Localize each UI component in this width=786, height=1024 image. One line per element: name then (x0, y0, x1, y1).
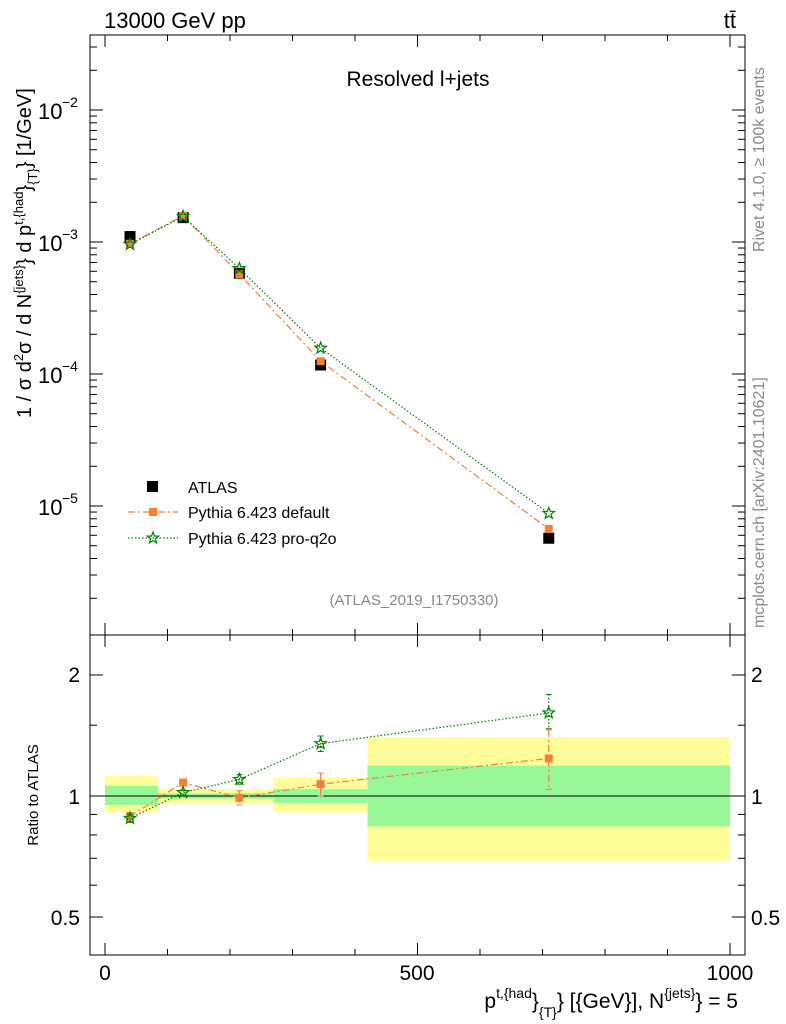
svg-text:10: 10 (38, 99, 62, 124)
svg-text:ATLAS: ATLAS (188, 480, 238, 497)
rivet-version-label: Rivet 4.1.0, ≥ 100k events (751, 67, 768, 252)
ratio-stat-uncertainty-band (105, 785, 159, 805)
pythia-default-point (126, 239, 134, 248)
svg-text:Pythia 6.423 default: Pythia 6.423 default (188, 505, 330, 522)
svg-text:−4: −4 (62, 358, 78, 374)
main-title: Resolved l+jets (347, 68, 490, 91)
svg-text:−5: −5 (62, 490, 78, 506)
svg-text:−2: −2 (62, 94, 78, 110)
ratio-pythia-default-point (179, 778, 188, 787)
ratio-ytick-label-right-2: 2 (751, 664, 763, 687)
svg-text:10: 10 (38, 231, 62, 256)
ratio-series-markers (122, 693, 557, 825)
source-label: mcplots.cern.ch [arXiv:2401.10621] (751, 377, 768, 628)
ytick-label-1e-2: 10 −2 (38, 94, 78, 124)
xtick-label-0: 0 (99, 962, 111, 985)
main-axis-ticks (90, 35, 745, 635)
main-series-markers (122, 208, 557, 544)
legend-entry-atlas: ATLAS (147, 480, 238, 497)
main-panel: Resolved l+jets (ATLAS_2019_I1750330) 10… (11, 34, 746, 636)
main-ylabel: 1 / σ d2σ / d N{jets}} d pt,{had}{T}} [1… (11, 88, 40, 418)
xtick-label-500: 500 (399, 962, 434, 985)
process-label: tt̄ (724, 8, 736, 33)
pythia-default-point (235, 270, 244, 279)
ratio-pythia-pro-q2o-point (541, 705, 557, 720)
ratio-pythia-default-point (126, 812, 134, 821)
svg-text:10: 10 (38, 363, 62, 388)
pythia-pro-q2o-point (122, 236, 138, 251)
ratio-pythia-pro-q2o-point (313, 735, 328, 750)
ratio-pythia-pro-q2o-point (122, 810, 138, 825)
xtick-label-1000: 1000 (707, 962, 754, 985)
ratio-pythia-default-point (316, 780, 325, 789)
pythia-pro-q2o-point (541, 505, 557, 520)
ytick-label-1e-4: 10 −4 (38, 358, 78, 388)
ratio-ylabel: Ratio to ATLAS (25, 744, 42, 845)
ytick-label-1e-3: 10 −3 (38, 226, 78, 256)
ratio-ytick-label-1: 1 (68, 786, 80, 809)
ratio-ytick-label-0.5: 0.5 (51, 907, 80, 930)
ratio-ytick-label-2: 2 (68, 664, 80, 687)
pythia-default-point (179, 211, 188, 220)
pythia-pro-q2o-point (232, 260, 247, 275)
ratio-axis-ticks (90, 635, 745, 955)
atlas-data-point (543, 532, 555, 544)
main-line-2 (129, 215, 550, 514)
pythia-pro-q2o-point (175, 208, 191, 223)
ratio-frame (89, 634, 746, 956)
pythia-default-point (316, 357, 325, 366)
ratio-panel: 0.5 1 2 0.5 1 2 Ratio to ATLAS 0 500 100… (25, 634, 780, 1020)
legend-entry-pythia-pro-q2o: Pythia 6.423 pro-q2o (128, 530, 337, 548)
ratio-uncertainty-bands (105, 737, 730, 861)
atlas-data-point (124, 231, 136, 243)
ratio-ytick-label-right-0.5: 0.5 (751, 907, 780, 930)
svg-text:10: 10 (38, 495, 62, 520)
svg-text:Pythia 6.423 pro-q2o: Pythia 6.423 pro-q2o (188, 531, 337, 548)
ratio-ytick-label-right-1: 1 (751, 786, 763, 809)
legend-entry-pythia-default: Pythia 6.423 default (128, 505, 330, 522)
ratio-pythia-default-point (235, 793, 244, 802)
analysis-id-label: (ATLAS_2019_I1750330) (329, 592, 498, 609)
pythia-pro-q2o-point (313, 340, 328, 355)
ratio-pythia-pro-q2o-point (232, 771, 247, 786)
legend: ATLAS Pythia 6.423 default Pythia 6.423 … (128, 480, 337, 548)
svg-text:−3: −3 (62, 226, 78, 242)
xlabel: pt,{had}{T}} [{GeV}], N{jets}} = 5 (484, 985, 738, 1020)
ratio-pythia-default-point (544, 754, 553, 763)
ytick-label-1e-5: 10 −5 (38, 490, 78, 520)
pythia-default-point (544, 524, 553, 533)
energy-label: 13000 GeV pp (104, 8, 246, 33)
ratio-pythia-pro-q2o-point (175, 784, 191, 799)
